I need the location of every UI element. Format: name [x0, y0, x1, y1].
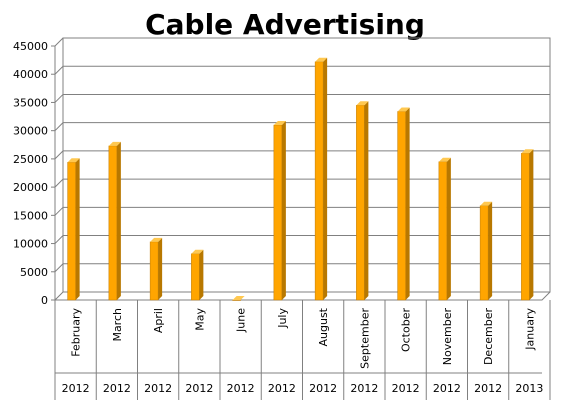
- x-tick-label: March: [111, 308, 124, 342]
- bar-top: [150, 237, 163, 242]
- gridline: [54, 93, 550, 103]
- year-label: 2012: [309, 382, 337, 395]
- axis-layer: [51, 37, 551, 400]
- year-label: 2013: [515, 382, 543, 395]
- year-label: 2012: [474, 382, 502, 395]
- bar-side: [446, 157, 451, 300]
- x-tick-label: July: [276, 308, 289, 329]
- bar-side: [529, 149, 534, 300]
- bar: [521, 152, 530, 301]
- gridline: [54, 178, 550, 188]
- bar-top: [273, 121, 286, 126]
- gridline: [54, 150, 550, 160]
- y-tick-label: 35000: [13, 96, 48, 109]
- bar-side: [281, 121, 286, 301]
- bar-side: [158, 237, 163, 300]
- gridline: [54, 206, 550, 216]
- plot-floor: [55, 291, 551, 301]
- y-tick-label: 40000: [13, 68, 48, 81]
- x-tick-label: November: [441, 308, 454, 366]
- bar: [108, 145, 118, 301]
- bar-side: [323, 57, 328, 300]
- year-label: 2012: [144, 382, 172, 395]
- gridline: [54, 37, 550, 47]
- year-label: 2012: [392, 382, 420, 395]
- grid-layer: [54, 37, 550, 273]
- year-label: 2012: [185, 382, 213, 395]
- x-tick-label: August: [317, 307, 330, 346]
- year-label: 2012: [268, 382, 296, 395]
- x-tick-label: February: [70, 308, 83, 357]
- bar: [67, 162, 76, 301]
- plot-walls: [54, 37, 551, 301]
- x-tick-label: September: [358, 308, 371, 369]
- chart-title: Cable Advertising: [145, 8, 425, 41]
- year-label: 2012: [62, 382, 90, 395]
- bar-side: [75, 158, 80, 300]
- y-tick-label: 15000: [13, 209, 48, 222]
- bar-layer: [67, 57, 534, 301]
- y-tick-label: 0: [41, 294, 48, 307]
- y-tick-label: 5000: [20, 266, 48, 279]
- bar: [438, 161, 448, 301]
- bar-top: [356, 101, 369, 106]
- year-label: 2012: [350, 382, 378, 395]
- bar-top: [191, 249, 204, 254]
- bar-top: [438, 157, 451, 162]
- gridline: [54, 235, 550, 244]
- x-tick-label: April: [152, 308, 165, 333]
- label-layer: 0 5000 10000 15000 20000 25000 30000 35000 40000…: [13, 40, 543, 395]
- bar-side: [364, 101, 369, 301]
- gridline: [54, 122, 550, 132]
- bar-top: [232, 296, 245, 300]
- bar: [314, 61, 324, 301]
- bar: [273, 124, 283, 301]
- bar-top: [480, 201, 493, 206]
- y-tick-label: 45000: [13, 40, 48, 53]
- year-label: 2012: [227, 382, 255, 395]
- bar: [479, 205, 489, 301]
- bar: [397, 111, 406, 301]
- x-tick-label: January: [523, 308, 536, 351]
- y-tick-label: 25000: [13, 153, 48, 166]
- bar-top: [67, 158, 80, 163]
- x-tick-label: May: [193, 308, 206, 331]
- y-tick-label: 30000: [13, 125, 48, 138]
- bar-side: [199, 249, 204, 300]
- bar-top: [108, 141, 121, 146]
- bar-side: [405, 107, 410, 300]
- bar-top: [315, 57, 328, 62]
- bar-side: [488, 201, 493, 300]
- y-tick-label: 10000: [13, 238, 48, 251]
- bar-side: [116, 141, 121, 300]
- gridline: [54, 65, 550, 75]
- bar: [356, 105, 365, 301]
- bar: [149, 241, 159, 301]
- year-label: 2012: [433, 382, 461, 395]
- gridline: [54, 263, 550, 273]
- bar: [191, 253, 200, 301]
- x-tick-label: June: [235, 308, 248, 333]
- x-tick-label: October: [400, 308, 413, 352]
- year-label: 2012: [103, 382, 131, 395]
- bar: [232, 299, 241, 301]
- y-tick-label: 20000: [13, 181, 48, 194]
- x-tick-label: December: [482, 308, 495, 366]
- bar-top: [521, 149, 534, 154]
- bar-top: [397, 107, 410, 112]
